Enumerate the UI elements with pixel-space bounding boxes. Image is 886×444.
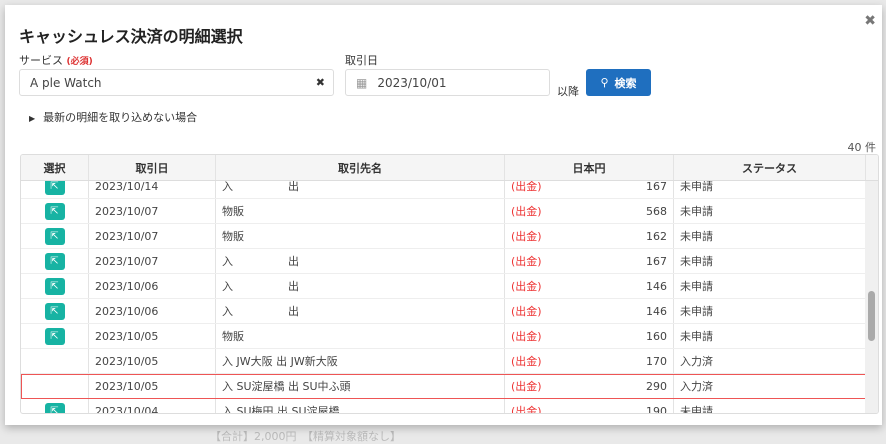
amount-cell: (出金) 162: [505, 224, 674, 248]
status-cell: 未申請: [674, 249, 866, 273]
table-header: 選択 取引日 取引先名 日本円 ステータス: [21, 155, 878, 181]
amount-cell: (出金) 290: [505, 374, 674, 398]
amount-cell: (出金) 190: [505, 399, 674, 413]
status-cell: 未申請: [674, 181, 866, 198]
date-cell: 2023/10/04: [89, 399, 216, 413]
amount-cell: (出金) 568: [505, 199, 674, 223]
clear-icon[interactable]: ✖: [315, 76, 325, 89]
cashless-detail-dialog: キャッシュレス決済の明細選択 ✖ サービス (必須) A ple Watch ✖ …: [5, 5, 882, 425]
amount-cell: (出金) 170: [505, 349, 674, 373]
vendor-cell: 入 出: [216, 299, 505, 323]
vendor-cell: 入 出: [216, 249, 505, 273]
date-cell: 2023/10/05: [89, 324, 216, 348]
amount-cell: (出金) 167: [505, 249, 674, 273]
service-label: サービス (必須): [19, 54, 93, 67]
table-row[interactable]: 2023/10/05 入 JW大阪 出 JW新大阪 (出金) 170 入力済: [21, 349, 866, 374]
scrollbar[interactable]: [865, 181, 878, 413]
table-row[interactable]: ⇱ 2023/10/06 入 出 (出金) 146 未申請: [21, 299, 866, 324]
table-row[interactable]: 2023/10/05 入 SU淀屋橋 出 SU中ふ頭 (出金) 290 入力済: [21, 374, 866, 399]
table-row[interactable]: ⇱ 2023/10/04 入 SU梅田 出 SU淀屋橋 (出金) 190 未申請: [21, 399, 866, 413]
select-share-icon[interactable]: ⇱: [44, 402, 65, 413]
search-button[interactable]: ⚲ 検索: [586, 69, 651, 96]
date-cell: 2023/10/14: [89, 181, 216, 198]
vendor-cell: 物販: [216, 224, 505, 248]
table-row[interactable]: ⇱ 2023/10/07 物販 (出金) 568 未申請: [21, 199, 866, 224]
scrollbar-thumb[interactable]: [868, 291, 875, 341]
status-cell: 未申請: [674, 324, 866, 348]
search-icon: ⚲: [600, 76, 609, 89]
vendor-cell: 入 出: [216, 274, 505, 298]
select-share-icon[interactable]: ⇱: [44, 227, 65, 245]
date-label: 取引日: [345, 54, 378, 67]
manual-import-toggle[interactable]: ▶ 最新の明細を取り込めない場合: [29, 111, 198, 124]
vendor-cell: 入 JW大阪 出 JW新大阪: [216, 349, 505, 373]
select-share-icon[interactable]: ⇱: [44, 181, 65, 195]
service-input[interactable]: A ple Watch ✖: [19, 69, 334, 96]
date-cell: 2023/10/06: [89, 274, 216, 298]
result-count: 40 件: [847, 141, 877, 154]
table-row[interactable]: ⇱ 2023/10/06 入 出 (出金) 146 未申請: [21, 274, 866, 299]
amount-cell: (出金) 160: [505, 324, 674, 348]
vendor-cell: 入 SU淀屋橋 出 SU中ふ頭: [216, 374, 505, 398]
date-cell: 2023/10/06: [89, 299, 216, 323]
status-cell: 入力済: [674, 374, 866, 398]
select-share-icon[interactable]: ⇱: [44, 252, 65, 270]
transactions-table: 選択 取引日 取引先名 日本円 ステータス ⇱ 2023/10/14 入 出 (…: [20, 154, 879, 414]
date-cell: 2023/10/07: [89, 224, 216, 248]
vendor-cell: 入 SU梅田 出 SU淀屋橋: [216, 399, 505, 413]
status-cell: 未申請: [674, 199, 866, 223]
select-share-icon[interactable]: ⇱: [44, 277, 65, 295]
after-label: 以降: [557, 85, 579, 98]
select-share-icon[interactable]: ⇱: [44, 202, 65, 220]
calendar-icon: ▦: [356, 75, 368, 90]
date-cell: 2023/10/05: [89, 349, 216, 373]
dialog-title: キャッシュレス決済の明細選択: [19, 27, 243, 46]
amount-cell: (出金) 167: [505, 181, 674, 198]
select-share-icon[interactable]: ⇱: [44, 302, 65, 320]
status-cell: 未申請: [674, 299, 866, 323]
date-cell: 2023/10/07: [89, 199, 216, 223]
close-icon[interactable]: ✖: [864, 13, 876, 29]
table-row[interactable]: ⇱ 2023/10/14 入 出 (出金) 167 未申請: [21, 181, 866, 199]
table-row[interactable]: ⇱ 2023/10/05 物販 (出金) 160 未申請: [21, 324, 866, 349]
caret-right-icon: ▶: [29, 114, 36, 123]
vendor-cell: 物販: [216, 324, 505, 348]
amount-cell: (出金) 146: [505, 299, 674, 323]
status-cell: 未申請: [674, 399, 866, 413]
select-share-icon[interactable]: ⇱: [44, 327, 65, 345]
status-cell: 未申請: [674, 224, 866, 248]
date-cell: 2023/10/05: [89, 374, 216, 398]
required-badge: (必須): [66, 57, 93, 67]
date-cell: 2023/10/07: [89, 249, 216, 273]
date-input[interactable]: ▦ 2023/10/01: [345, 69, 550, 96]
table-row[interactable]: ⇱ 2023/10/07 入 出 (出金) 167 未申請: [21, 249, 866, 274]
status-cell: 入力済: [674, 349, 866, 373]
background-text: 【合計】2,000円 【精算対象額なし】: [210, 430, 401, 443]
status-cell: 未申請: [674, 274, 866, 298]
vendor-cell: 入 出: [216, 181, 505, 198]
vendor-cell: 物販: [216, 199, 505, 223]
table-row[interactable]: ⇱ 2023/10/07 物販 (出金) 162 未申請: [21, 224, 866, 249]
amount-cell: (出金) 146: [505, 274, 674, 298]
